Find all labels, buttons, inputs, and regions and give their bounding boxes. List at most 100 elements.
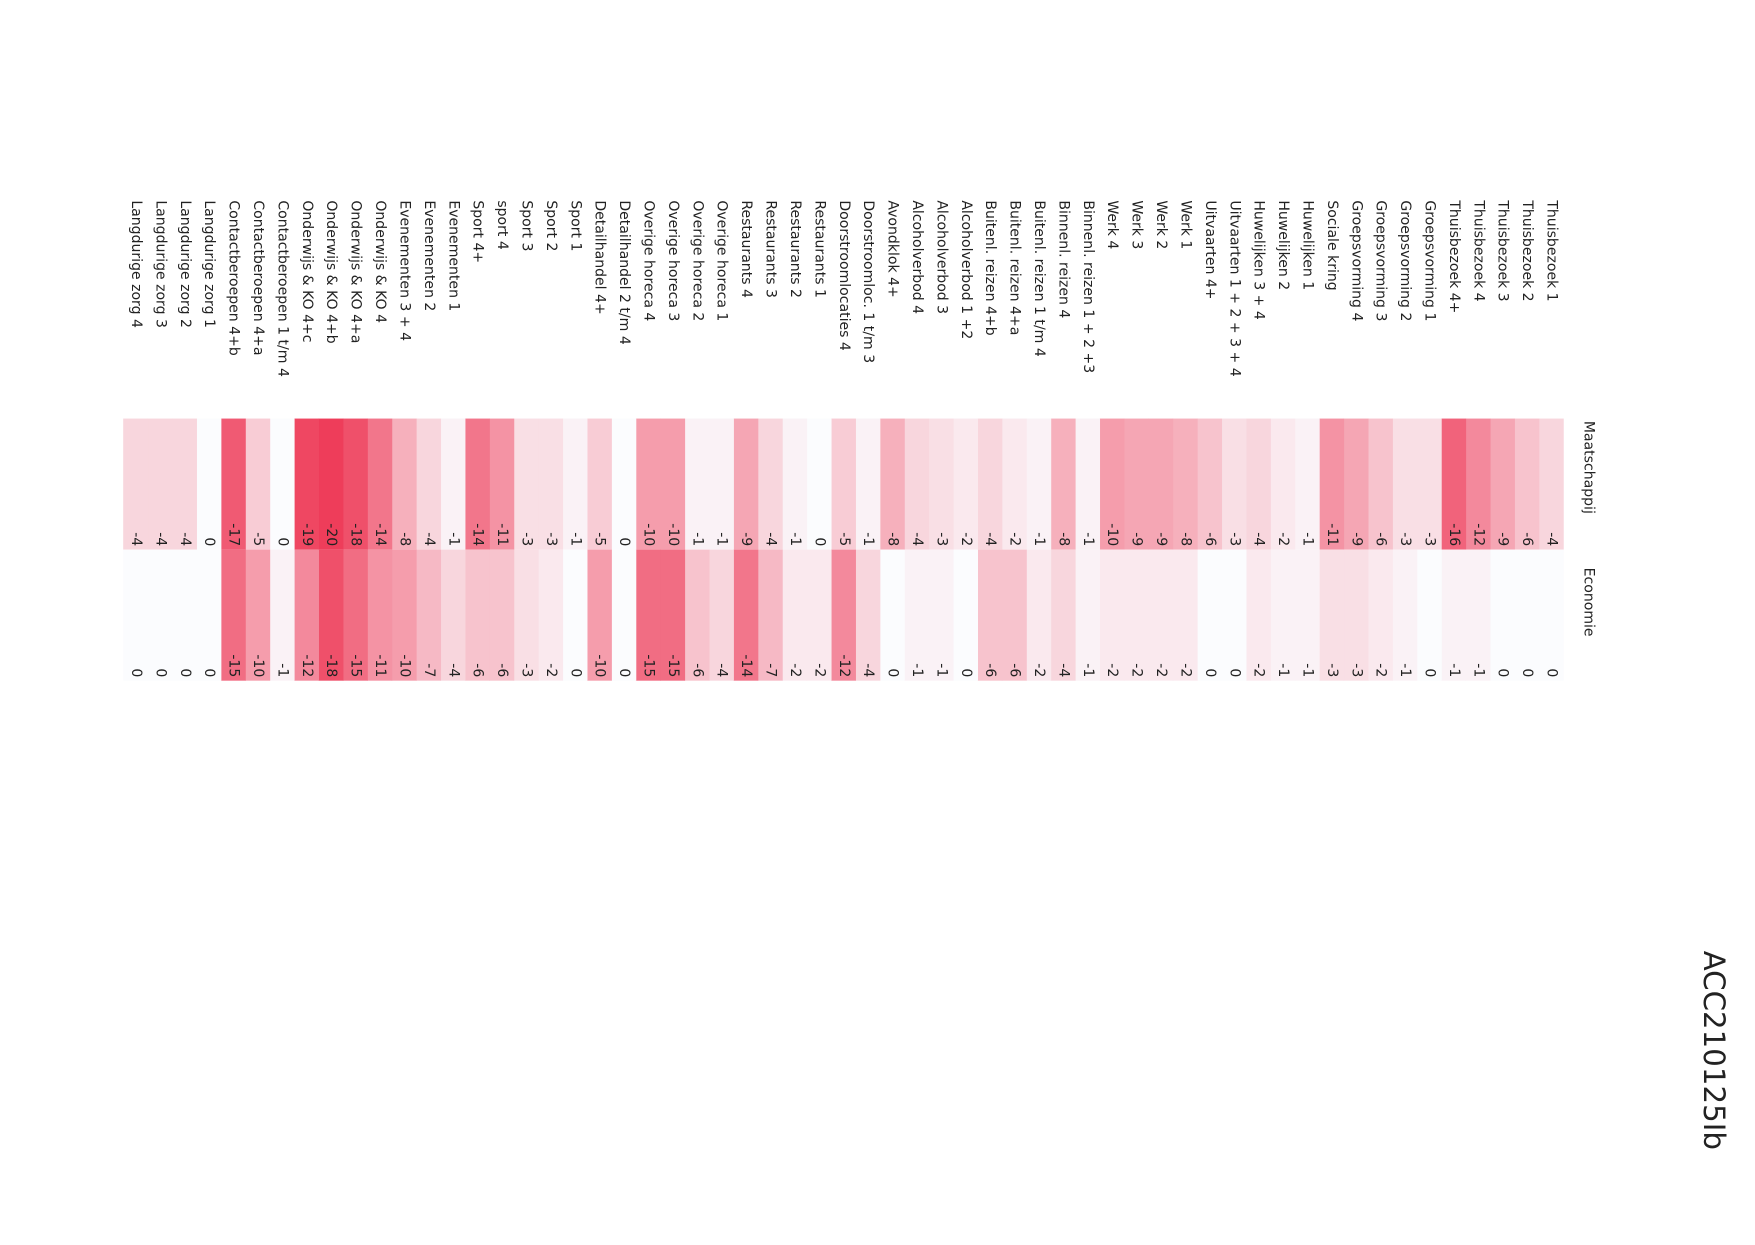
cell-value: -2 xyxy=(1104,663,1120,677)
cell xyxy=(1319,418,1345,550)
cell-value: -1 xyxy=(1080,663,1096,677)
cell xyxy=(1123,549,1149,681)
cell-value: -4 xyxy=(445,663,461,677)
cell-value: -2 xyxy=(811,663,827,677)
cell xyxy=(1441,418,1467,550)
cell xyxy=(977,549,1003,681)
cell xyxy=(367,418,393,550)
cell xyxy=(1221,418,1247,550)
cell-value: -4 xyxy=(128,532,144,546)
row-label: Onderwijs & KO 4+c xyxy=(299,200,315,342)
cell-value: -1 xyxy=(1080,532,1096,546)
cell xyxy=(1148,418,1174,550)
cell xyxy=(1099,549,1125,681)
cell xyxy=(855,418,881,550)
document-code: ACC210125Ib xyxy=(1697,951,1731,1150)
cell-value: -4 xyxy=(152,532,168,546)
cell xyxy=(635,549,661,681)
cell xyxy=(1538,549,1564,681)
cell xyxy=(757,418,783,550)
row-label: Restaurants 2 xyxy=(787,200,803,298)
cell-value: -1 xyxy=(274,663,290,677)
cell-value: -18 xyxy=(323,654,339,677)
cell xyxy=(1441,549,1467,681)
cell-value: -10 xyxy=(1104,523,1120,546)
cell-value: 0 xyxy=(567,668,583,677)
cell xyxy=(855,549,881,681)
row-label: Groepsvorming 4 xyxy=(1348,200,1364,321)
cell xyxy=(1123,418,1149,550)
cell xyxy=(830,549,856,681)
cell xyxy=(1489,418,1515,550)
row-label: Langdurige zorg 3 xyxy=(152,200,168,328)
cell xyxy=(538,549,564,681)
row-label: Werk 4 xyxy=(1104,200,1120,249)
cell-value: -10 xyxy=(592,654,608,677)
row-label: Thuisbezoek 4 xyxy=(1470,199,1486,301)
cell xyxy=(904,418,930,550)
cell xyxy=(1294,418,1320,550)
cell-value: -1 xyxy=(860,532,876,546)
cell xyxy=(953,549,978,681)
row-label: Huwelijken 2 xyxy=(1275,200,1291,290)
cell xyxy=(1514,418,1540,550)
cell xyxy=(1294,549,1320,681)
row-label: Thuisbezoek 3 xyxy=(1495,199,1511,301)
cell-value: -6 xyxy=(982,663,998,677)
row-label: Alcoholverbod 1 +2 xyxy=(958,200,974,339)
cell xyxy=(1001,418,1027,550)
cell xyxy=(1270,418,1296,550)
cell-value: -6 xyxy=(1519,532,1535,546)
cell-value: -16 xyxy=(1446,523,1462,546)
cell-value: 0 xyxy=(958,668,974,677)
row-label: Sport 2 xyxy=(543,200,559,251)
cell-value: -2 xyxy=(1373,663,1389,677)
cell xyxy=(708,549,734,681)
cell-value: -1 xyxy=(1446,663,1462,677)
cell-value: -12 xyxy=(299,654,315,677)
cell xyxy=(1148,549,1174,681)
cell-value: 0 xyxy=(885,668,901,677)
row-label: Restaurants 1 xyxy=(811,200,827,298)
row-label: Evenementen 1 xyxy=(445,200,461,311)
cell-value: 0 xyxy=(201,668,217,677)
cell xyxy=(1221,549,1247,681)
cell-value: -1 xyxy=(933,663,949,677)
cell-value: -4 xyxy=(714,663,730,677)
cell xyxy=(733,418,759,550)
row-label: Uitvaarten 4+ xyxy=(1202,200,1218,299)
cell xyxy=(196,549,222,681)
cell-value: -1 xyxy=(909,663,925,677)
cell-value: -4 xyxy=(909,532,925,546)
cell-value: -1 xyxy=(714,532,730,546)
cell xyxy=(269,549,295,681)
row-label: Alcoholverbod 4 xyxy=(909,200,925,314)
cell-value: -1 xyxy=(1470,663,1486,677)
cell-value: -18 xyxy=(348,523,364,546)
cell xyxy=(1416,549,1442,681)
cell xyxy=(1172,418,1198,550)
heatmap: Maatschappij Economie Thuisbezoek 1 -4 0 Thui… xyxy=(123,199,1597,681)
cell xyxy=(830,418,856,550)
cell-value: -9 xyxy=(1495,532,1511,546)
cell xyxy=(1465,418,1491,550)
cell xyxy=(1416,418,1442,550)
cell-value: -4 xyxy=(860,663,876,677)
cell xyxy=(1343,549,1369,681)
cell xyxy=(1392,549,1418,681)
row-label: Werk 2 xyxy=(1153,200,1169,249)
cell xyxy=(196,418,222,550)
row-label: Evenementen 2 xyxy=(421,200,437,311)
cell xyxy=(660,549,686,681)
cell xyxy=(586,418,612,550)
cell-value: -12 xyxy=(1470,523,1486,546)
row-label: Avondklok 4+ xyxy=(885,200,901,297)
cell-value: 0 xyxy=(177,668,193,677)
cell xyxy=(1367,418,1393,550)
cell-value: -12 xyxy=(836,654,852,677)
cell xyxy=(464,418,490,550)
cell-value: 0 xyxy=(201,537,217,546)
row-label: Overige horeca 4 xyxy=(640,200,656,321)
cell xyxy=(586,549,612,681)
cell-value: -6 xyxy=(1373,532,1389,546)
